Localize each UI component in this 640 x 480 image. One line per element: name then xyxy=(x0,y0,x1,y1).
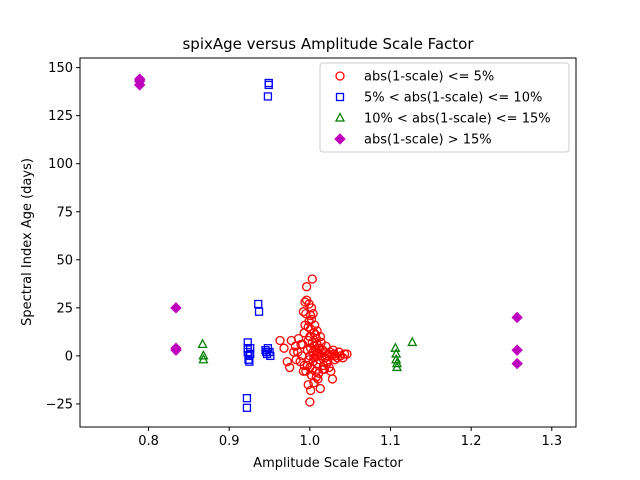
data-point-series-1 xyxy=(282,357,292,367)
y-tick-label: 125 xyxy=(48,109,73,124)
data-point-series-1 xyxy=(315,383,325,394)
data-point-series-1 xyxy=(299,360,309,371)
data-point-series-1 xyxy=(328,345,338,355)
x-tick-label: 1.0 xyxy=(300,434,321,449)
data-point-series-1 xyxy=(298,307,309,317)
legend-label-4: abs(1-scale) > 15% xyxy=(364,133,492,148)
data-point-series-1 xyxy=(303,380,313,390)
x-axis-title: Amplitude Scale Factor xyxy=(253,456,403,471)
data-point-series-2 xyxy=(264,80,273,90)
data-point-series-2 xyxy=(266,351,275,361)
data-point-series-1 xyxy=(275,335,285,346)
data-point-series-3 xyxy=(197,338,208,349)
legend-marker-3 xyxy=(334,112,346,122)
data-point-series-1 xyxy=(300,320,310,330)
data-point-series-1 xyxy=(310,320,320,330)
legend: abs(1-scale) <= 5% 5% < abs(1-scale) <= 1… xyxy=(319,62,570,153)
plot-points xyxy=(133,73,523,412)
legend-box xyxy=(319,62,570,153)
data-point-series-1 xyxy=(315,332,325,342)
y-tick-label: 75 xyxy=(56,205,73,220)
data-point-series-3 xyxy=(198,350,209,360)
data-point-series-4 xyxy=(170,344,182,356)
data-point-series-2 xyxy=(246,349,255,359)
legend-marker-4 xyxy=(334,133,346,145)
data-point-series-2 xyxy=(243,338,252,347)
data-point-series-4 xyxy=(133,73,146,85)
data-point-series-1 xyxy=(301,282,312,292)
data-point-series-4 xyxy=(133,79,146,91)
y-tick-label: −25 xyxy=(46,397,73,412)
data-point-series-1 xyxy=(296,339,306,350)
data-point-series-4 xyxy=(511,357,523,370)
data-point-series-4 xyxy=(511,311,523,324)
data-point-series-3 xyxy=(391,361,403,372)
data-point-series-1 xyxy=(322,358,332,369)
data-point-series-1 xyxy=(301,308,311,319)
plot-frame xyxy=(79,57,577,428)
y-tick-label: 0 xyxy=(65,349,73,364)
legend-marker-1 xyxy=(335,71,345,81)
data-point-series-2 xyxy=(244,355,253,364)
data-point-series-3 xyxy=(407,336,418,347)
data-point-series-3 xyxy=(391,353,402,364)
data-point-series-1 xyxy=(327,374,338,384)
data-point-series-4 xyxy=(511,344,523,356)
data-point-series-4 xyxy=(170,302,182,314)
legend-label-1: abs(1-scale) <= 5% xyxy=(364,70,494,85)
data-point-series-2 xyxy=(245,357,254,366)
data-point-series-2 xyxy=(242,403,252,412)
data-point-series-1 xyxy=(306,385,316,396)
y-axis-title: Spectral Index Age (days) xyxy=(20,158,35,326)
x-axis: 0.8 0.9 1.0 1.1 1.2 1.3 xyxy=(138,427,562,449)
data-point-series-1 xyxy=(308,308,318,319)
x-tick-label: 1.1 xyxy=(380,434,401,449)
y-tick-label: 100 xyxy=(48,157,73,172)
x-tick-label: 0.8 xyxy=(138,434,159,449)
x-tick-label: 1.2 xyxy=(461,434,482,449)
data-point-series-1 xyxy=(291,355,301,365)
data-point-series-1 xyxy=(309,378,319,388)
legend-label-3: 10% < abs(1-scale) <= 15% xyxy=(364,112,551,127)
data-point-series-3 xyxy=(198,353,209,364)
data-point-series-2 xyxy=(242,394,252,403)
data-point-series-1 xyxy=(339,349,350,359)
y-axis: −25 0 25 50 75 100 125 150 xyxy=(46,61,80,412)
data-point-series-1 xyxy=(305,397,315,407)
y-tick-label: 25 xyxy=(56,301,73,316)
y-tick-label: 150 xyxy=(48,61,73,76)
data-point-series-1 xyxy=(342,349,352,359)
data-point-series-1 xyxy=(285,362,295,373)
chart-title: spixAge versus Amplitude Scale Factor xyxy=(182,35,474,53)
x-tick-label: 0.9 xyxy=(219,434,240,449)
legend-marker-2 xyxy=(335,92,345,102)
data-point-series-1 xyxy=(293,333,304,344)
data-point-series-2 xyxy=(246,344,255,353)
data-point-series-3 xyxy=(391,348,402,358)
data-point-series-1 xyxy=(307,274,317,284)
data-point-series-2 xyxy=(264,78,273,88)
data-point-series-3 xyxy=(391,357,403,368)
x-tick-label: 1.3 xyxy=(541,434,562,449)
data-point-series-2 xyxy=(254,307,264,316)
data-point-series-2 xyxy=(263,92,273,101)
legend-label-2: 5% < abs(1-scale) <= 10% xyxy=(364,91,542,106)
data-point-series-2 xyxy=(254,299,263,309)
data-point-series-1 xyxy=(306,303,317,313)
data-point-series-1 xyxy=(279,343,289,353)
y-tick-label: 50 xyxy=(56,253,73,268)
